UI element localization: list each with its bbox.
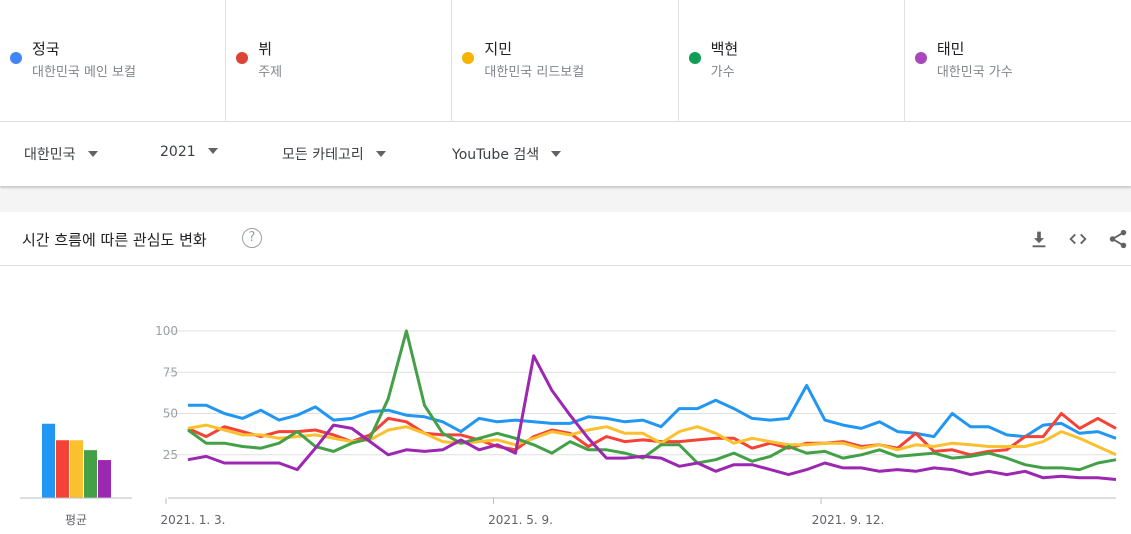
time-range-dropdown[interactable]: 2021 [160,144,218,160]
series-line [187,354,1117,481]
category-label: 모든 카테고리 [282,147,364,163]
term-baekhyun[interactable]: 백현 가수 [679,0,905,122]
term-name: 정국 [32,40,60,58]
caret-down-icon [87,151,98,157]
series-line [188,383,1117,440]
x-tick-label: 2021. 5. 9. [488,513,553,527]
caret-down-icon [551,151,562,157]
term-description: 대한민국 리드보컬 [484,65,585,80]
share-icon[interactable] [1107,228,1129,250]
y-tick-label: 50 [163,407,178,421]
average-bar [56,440,69,498]
caret-down-icon [207,148,218,154]
term-name: 백현 [710,40,739,58]
help-icon[interactable]: ? [242,228,262,248]
series-color-dot [462,52,475,64]
time-range-label: 2021 [160,144,196,160]
term-name: 뷔 [258,40,273,58]
interest-line-chart: 25 50 75 100 2021. 1. 3. 2021. 5. 9. 2021. 9. … [20,324,1117,527]
y-tick-label: 25 [163,448,178,462]
x-tick-label: 2021. 9. 12. [812,513,885,527]
series-color-dot [688,52,701,64]
interest-over-time-card: 시간 흐름에 따른 관심도 변화 ? 25 50 75 100 2021. 1. 3. 2… [0,212,1131,534]
term-jimin[interactable]: 지민 대한민국 리드보컬 [452,0,679,122]
average-bar [42,423,55,498]
average-bar [84,450,97,498]
region-dropdown[interactable]: 대한민국 [24,144,98,164]
search-type-dropdown[interactable]: YouTube 검색 [452,144,562,164]
average-label: 평균 [65,513,87,527]
search-type-label: YouTube 검색 [452,147,540,163]
average-bar [70,440,83,498]
filter-bar: 대한민국 2021 모든 카테고리 YouTube 검색 [0,122,1131,186]
series-line [187,423,1117,457]
term-taemin[interactable]: 태민 대한민국 가수 [905,0,1131,122]
series-color-dot [236,52,249,64]
term-jungkook[interactable]: 정국 대한민국 메인 보컬 [0,0,227,122]
y-tick-label: 75 [163,365,178,379]
caret-down-icon [375,151,386,157]
term-description: 가수 [710,65,735,80]
series-line [187,412,1117,457]
average-bar [98,460,111,498]
term-description: 대한민국 가수 [936,65,1013,80]
term-v[interactable]: 뷔 주제 [226,0,453,122]
term-name: 태민 [936,40,965,58]
series-color-dot [10,52,22,64]
series-color-dot [914,52,927,64]
x-tick-label: 2021. 1. 3. [161,513,226,527]
download-icon[interactable] [1028,228,1050,250]
term-description: 대한민국 메인 보컬 [32,65,136,80]
card-header: 시간 흐름에 따른 관심도 변화 ? [0,212,1131,266]
term-name: 지민 [484,40,513,58]
category-dropdown[interactable]: 모든 카테고리 [282,144,386,164]
term-description: 주제 [258,65,283,80]
compare-terms-bar: 정국 대한민국 메인 보컬 뷔 주제 지민 대한민국 리드보컬 백현 가수 태민… [0,0,1131,122]
series-line [187,329,1117,472]
region-label: 대한민국 [24,147,76,163]
card-title: 시간 흐름에 따른 관심도 변화 [22,231,207,249]
embed-code-icon[interactable] [1067,228,1089,250]
y-tick-label: 100 [155,324,178,338]
